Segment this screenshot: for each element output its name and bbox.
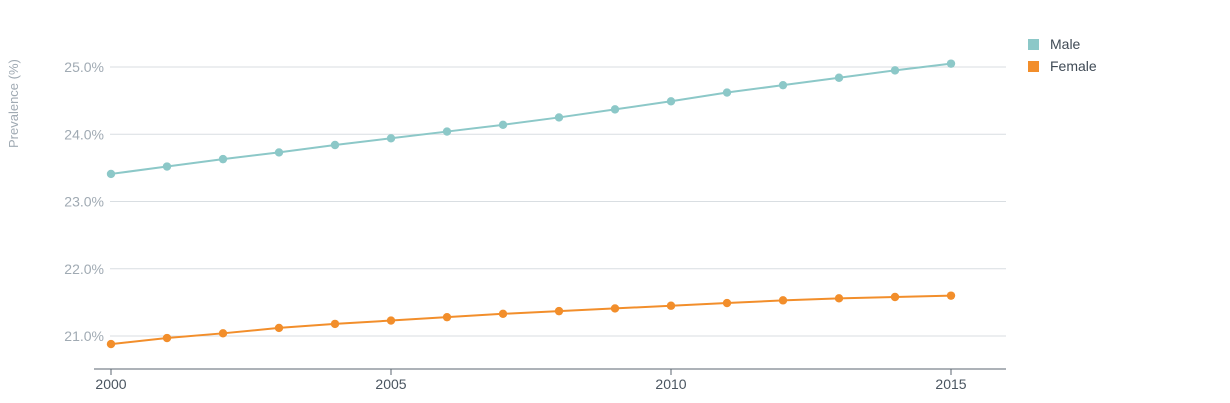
series-layer bbox=[106, 59, 956, 349]
legend-label-male: Male bbox=[1050, 36, 1081, 52]
data-point-male bbox=[890, 66, 900, 75]
data-point-female bbox=[498, 309, 508, 319]
x-tick-label: 2000 bbox=[95, 376, 126, 392]
y-axis-title: Prevalence (%) bbox=[6, 59, 21, 148]
y-tick-label: 25.0% bbox=[64, 59, 104, 75]
x-tick-label: 2015 bbox=[935, 376, 966, 392]
data-point-male bbox=[666, 97, 676, 106]
grid-lines bbox=[110, 66, 1006, 337]
data-point-male bbox=[218, 154, 228, 164]
data-point-male bbox=[106, 169, 116, 179]
data-point-female bbox=[666, 301, 676, 310]
data-point-female bbox=[722, 298, 732, 308]
data-point-male bbox=[554, 113, 564, 122]
legend: Male Female bbox=[1028, 33, 1097, 77]
data-point-female bbox=[778, 296, 788, 305]
legend-item-male[interactable]: Male bbox=[1028, 33, 1097, 55]
y-tick-label: 23.0% bbox=[64, 194, 104, 210]
series-line-female bbox=[110, 294, 952, 346]
axes: 21.0% 22.0% 23.0% 24.0% 25.0% 2000 2005 2010 201… bbox=[64, 59, 1006, 392]
data-point-female bbox=[610, 304, 620, 313]
legend-item-female[interactable]: Female bbox=[1028, 55, 1097, 77]
data-point-female bbox=[162, 333, 172, 343]
data-point-male bbox=[274, 148, 284, 157]
series-line-male bbox=[110, 62, 952, 175]
data-point-male bbox=[610, 105, 620, 114]
legend-label-female: Female bbox=[1050, 58, 1097, 74]
y-tick-label: 22.0% bbox=[64, 261, 104, 277]
data-point-female bbox=[218, 329, 228, 338]
x-tick-label: 2010 bbox=[655, 376, 686, 392]
legend-swatch-female bbox=[1028, 60, 1039, 72]
data-point-female bbox=[274, 323, 284, 333]
data-point-female bbox=[106, 339, 116, 349]
data-point-female bbox=[946, 291, 956, 300]
data-point-male bbox=[834, 73, 844, 82]
data-point-male bbox=[162, 162, 172, 171]
data-point-female bbox=[834, 294, 844, 303]
data-point-male bbox=[498, 120, 508, 130]
data-point-female bbox=[554, 306, 564, 316]
data-point-female bbox=[442, 312, 452, 322]
data-point-male bbox=[330, 140, 340, 150]
data-point-male bbox=[778, 80, 788, 90]
data-point-male bbox=[946, 59, 956, 68]
y-tick-label: 21.0% bbox=[64, 328, 104, 344]
data-point-female bbox=[890, 292, 900, 302]
data-point-male bbox=[442, 127, 452, 136]
legend-swatch-male bbox=[1028, 38, 1039, 50]
data-point-male bbox=[722, 88, 732, 97]
x-tick-label: 2005 bbox=[375, 376, 406, 392]
data-point-female bbox=[330, 319, 340, 329]
data-point-male bbox=[386, 134, 396, 143]
y-tick-label: 24.0% bbox=[64, 126, 104, 142]
data-point-female bbox=[386, 316, 396, 325]
